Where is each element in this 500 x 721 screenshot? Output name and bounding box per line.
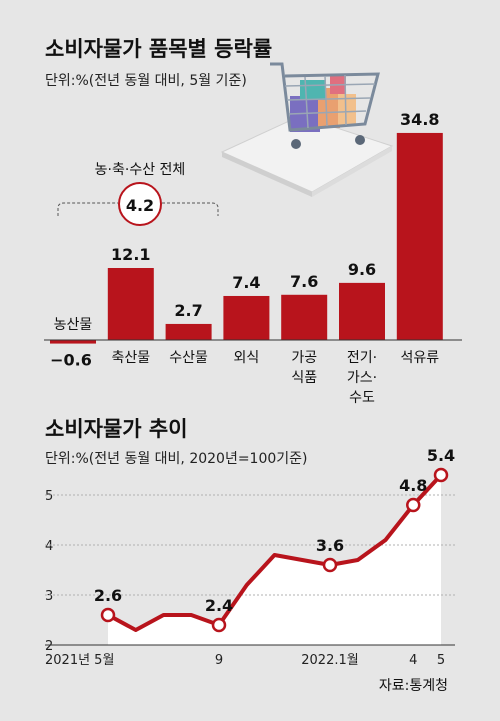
category-label-line: 가스· xyxy=(347,370,377,386)
bar-category-label: 축산물 xyxy=(111,350,150,366)
point-value-label: 2.6 xyxy=(94,586,122,605)
y-tick-label: 5 xyxy=(45,489,53,504)
bar-value-label: 2.7 xyxy=(174,301,202,320)
bar-value-label: 34.8 xyxy=(400,110,439,129)
bar-3 xyxy=(165,323,212,340)
bar-5 xyxy=(281,294,328,340)
bar-value-label: 12.1 xyxy=(111,245,150,264)
line-area xyxy=(108,475,441,645)
category-label-line: 석유류 xyxy=(400,350,439,366)
x-tick-label: 2021년 5월 xyxy=(45,653,114,668)
bar-value-label: 7.6 xyxy=(290,272,318,291)
line-chart-subtitle: 단위:%(전년 동월 대비, 2020년=100기준) xyxy=(45,451,308,467)
bar-category-label: 수산물 xyxy=(169,350,208,366)
highlight-point xyxy=(433,467,449,483)
bar-value-label: −0.6 xyxy=(50,351,92,370)
y-tick-label: 4 xyxy=(45,539,53,554)
category-label-line: 축산물 xyxy=(111,350,150,366)
x-tick-label: 5 xyxy=(437,653,445,668)
bar-1 xyxy=(50,340,96,344)
highlight-point xyxy=(406,497,421,513)
bar-category-label: 외식 xyxy=(234,350,260,366)
group-annotation-circle xyxy=(118,182,162,226)
category-label-line: 수산물 xyxy=(169,350,208,366)
highlight-point xyxy=(100,607,116,623)
bar-category-label: 농산물 xyxy=(54,317,93,333)
category-label-line: 식품 xyxy=(291,370,317,386)
category-label-line: 전기· xyxy=(347,350,377,366)
point-value-label: 3.6 xyxy=(316,536,344,555)
source-label: 자료:통계청 xyxy=(379,678,448,694)
point-value-label: 2.4 xyxy=(205,596,233,615)
point-value-label: 4.8 xyxy=(399,476,427,495)
group-annotation-label: 농·축·수산 전체 xyxy=(95,162,186,178)
bar-value-label: 9.6 xyxy=(348,260,376,279)
category-label-line: 농산물 xyxy=(54,317,93,333)
category-label-line: 외식 xyxy=(234,350,260,366)
category-label-line: 수도 xyxy=(349,390,375,406)
bar-category-label: 석유류 xyxy=(400,350,439,366)
bar-6 xyxy=(339,282,385,340)
bar-category-label: 전기· 가스· 수도 xyxy=(347,350,377,406)
point-value-label: 5.4 xyxy=(427,446,455,465)
x-tick-label: 9 xyxy=(215,653,223,668)
bar-chart-title: 소비자물가 품목별 등락률 xyxy=(45,37,272,61)
x-tick-label: 4 xyxy=(409,653,417,668)
line-chart-title: 소비자물가 추이 xyxy=(45,417,188,441)
category-label-line: 가공 xyxy=(291,350,317,366)
highlight-point xyxy=(211,617,227,633)
line-chart: 2 3 4 5 2.6 2.4 3.6 4.85.4 2021년 5월 9 2022.1월 4 5 xyxy=(45,446,455,668)
group-annotation-value: 4.2 xyxy=(126,196,154,215)
bar-2 xyxy=(107,268,154,340)
group-bracket xyxy=(57,202,219,216)
bar-chart-subtitle: 단위:%(전년 동월 대비, 5월 기준) xyxy=(45,73,247,89)
y-tick-label: 2 xyxy=(45,639,53,654)
bar-4 xyxy=(223,295,270,340)
series-line xyxy=(107,473,443,632)
bar-value-label: 7.4 xyxy=(232,273,260,292)
bar-7 xyxy=(396,132,443,340)
x-tick-label: 2022.1월 xyxy=(301,653,358,668)
highlight-point xyxy=(322,557,338,573)
y-tick-label: 3 xyxy=(45,589,53,604)
shopping-cart-icon xyxy=(220,62,394,197)
